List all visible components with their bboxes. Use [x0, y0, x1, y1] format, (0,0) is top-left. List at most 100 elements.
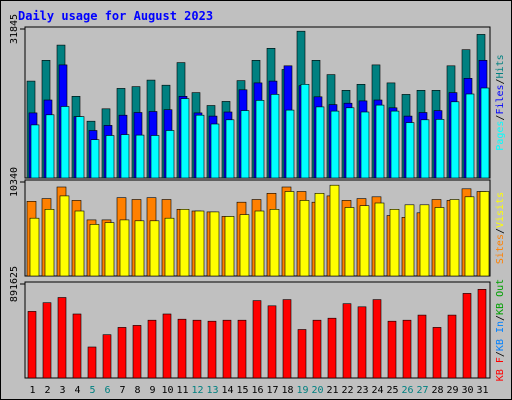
- kb-f-bar: [252, 300, 262, 379]
- visits-bar: [434, 207, 445, 277]
- pages-bar: [225, 119, 235, 179]
- weekend-day-label: 19: [296, 385, 308, 396]
- visits-bar: [89, 224, 100, 277]
- kb-f-bar: [102, 334, 112, 379]
- day-label: 18: [281, 385, 293, 396]
- visits-bar: [419, 204, 430, 277]
- visits-bar: [179, 209, 190, 277]
- visits-bar: [164, 217, 175, 277]
- pages-bar: [270, 94, 280, 179]
- day-label: 4: [74, 385, 80, 396]
- pages-bar: [360, 111, 370, 179]
- visits-bar: [389, 209, 400, 277]
- kb-f-bar: [27, 311, 37, 379]
- visits-bar: [374, 202, 385, 277]
- kbytes-legend-kbf-label: KB F: [495, 357, 506, 381]
- hits-legend: Pages/Files/Hits: [495, 54, 506, 150]
- visits-bar: [479, 191, 490, 277]
- kb-f-bar: [327, 317, 337, 379]
- kb-f-bar: [57, 297, 67, 379]
- kbytes-legend-kbin-label: KB In: [495, 321, 506, 351]
- day-label: 28: [431, 385, 443, 396]
- day-label: 17: [266, 385, 278, 396]
- kb-f-bar: [147, 319, 157, 379]
- kb-f-bar: [282, 299, 292, 379]
- kbytes-legend-separator: /: [495, 315, 506, 321]
- day-label: 16: [251, 385, 263, 396]
- kb-f-bar: [72, 313, 82, 379]
- sites-legend-visits-label: Visits: [495, 192, 506, 228]
- weekend-day-label: 13: [206, 385, 218, 396]
- weekend-day-label: 26: [401, 385, 413, 396]
- kbytes-legend-separator: /: [495, 351, 506, 357]
- kb-f-bar: [132, 325, 142, 379]
- visits-bar: [359, 205, 370, 277]
- visits-bar: [329, 184, 340, 277]
- kb-f-bar: [342, 303, 352, 379]
- kb-f-bar: [177, 318, 187, 379]
- day-label: 7: [119, 385, 125, 396]
- day-label: 10: [161, 385, 173, 396]
- visits-bar: [284, 191, 295, 277]
- kb-f-bar: [297, 329, 307, 379]
- day-label: 24: [371, 385, 383, 396]
- pages-bar: [255, 100, 265, 179]
- pages-bar: [120, 134, 130, 179]
- day-label: 9: [149, 385, 155, 396]
- day-label: 21: [326, 385, 338, 396]
- visits-bar: [29, 217, 40, 277]
- pages-bar: [165, 130, 175, 179]
- kb-f-bar: [357, 306, 367, 379]
- kb-f-bar: [267, 305, 277, 379]
- kb-f-bar: [402, 319, 412, 379]
- visits-bar: [44, 209, 55, 277]
- pages-bar: [345, 107, 355, 179]
- weekend-day-label: 6: [104, 385, 110, 396]
- kb-f-bar: [417, 314, 427, 379]
- pages-bar: [315, 106, 325, 179]
- kb-f-bar: [87, 346, 97, 379]
- sites-legend: Sites/Visits: [495, 192, 506, 264]
- kbytes-legend-kbout-label: KB Out: [495, 279, 506, 315]
- pages-bar: [30, 124, 40, 179]
- chart-title: Daily usage for August 2023: [18, 9, 214, 23]
- svg-text:Pages/Files/Hits: Pages/Files/Hits: [495, 54, 506, 150]
- day-label: 30: [461, 385, 473, 396]
- visits-bar: [269, 209, 280, 277]
- pages-bar: [300, 84, 310, 179]
- pages-bar: [465, 93, 475, 179]
- kbytes-ymax-label: 891625: [9, 266, 20, 302]
- day-label: 15: [236, 385, 248, 396]
- visits-bar: [224, 216, 235, 277]
- day-label: 14: [221, 385, 233, 396]
- visits-bar: [134, 220, 145, 277]
- kb-f-bar: [432, 327, 442, 379]
- pages-bar: [150, 135, 160, 179]
- visits-bar: [104, 222, 115, 277]
- pages-bar: [105, 135, 115, 179]
- pages-bar: [210, 123, 220, 179]
- day-label: 22: [341, 385, 353, 396]
- visits-bar: [464, 196, 475, 277]
- pages-bar: [390, 110, 400, 179]
- pages-bar: [135, 134, 145, 179]
- pages-bar: [90, 139, 100, 179]
- pages-bar: [45, 114, 55, 179]
- weekend-day-label: 12: [191, 385, 203, 396]
- pages-bar: [180, 98, 190, 179]
- kb-f-bar: [237, 319, 247, 379]
- visits-bar: [254, 210, 265, 277]
- sites-ymax-label: 10340: [9, 167, 20, 197]
- pages-bar: [435, 119, 445, 179]
- pages-bar: [405, 122, 415, 179]
- day-label: 31: [476, 385, 488, 396]
- pages-bar: [60, 106, 70, 179]
- day-label: 2: [44, 385, 50, 396]
- visits-bar: [209, 211, 220, 277]
- visits-bar: [149, 220, 160, 277]
- hits-legend-separator: /: [495, 78, 506, 84]
- kb-f-bar: [447, 314, 457, 379]
- kb-f-bar: [207, 320, 217, 379]
- visits-bar: [194, 210, 205, 277]
